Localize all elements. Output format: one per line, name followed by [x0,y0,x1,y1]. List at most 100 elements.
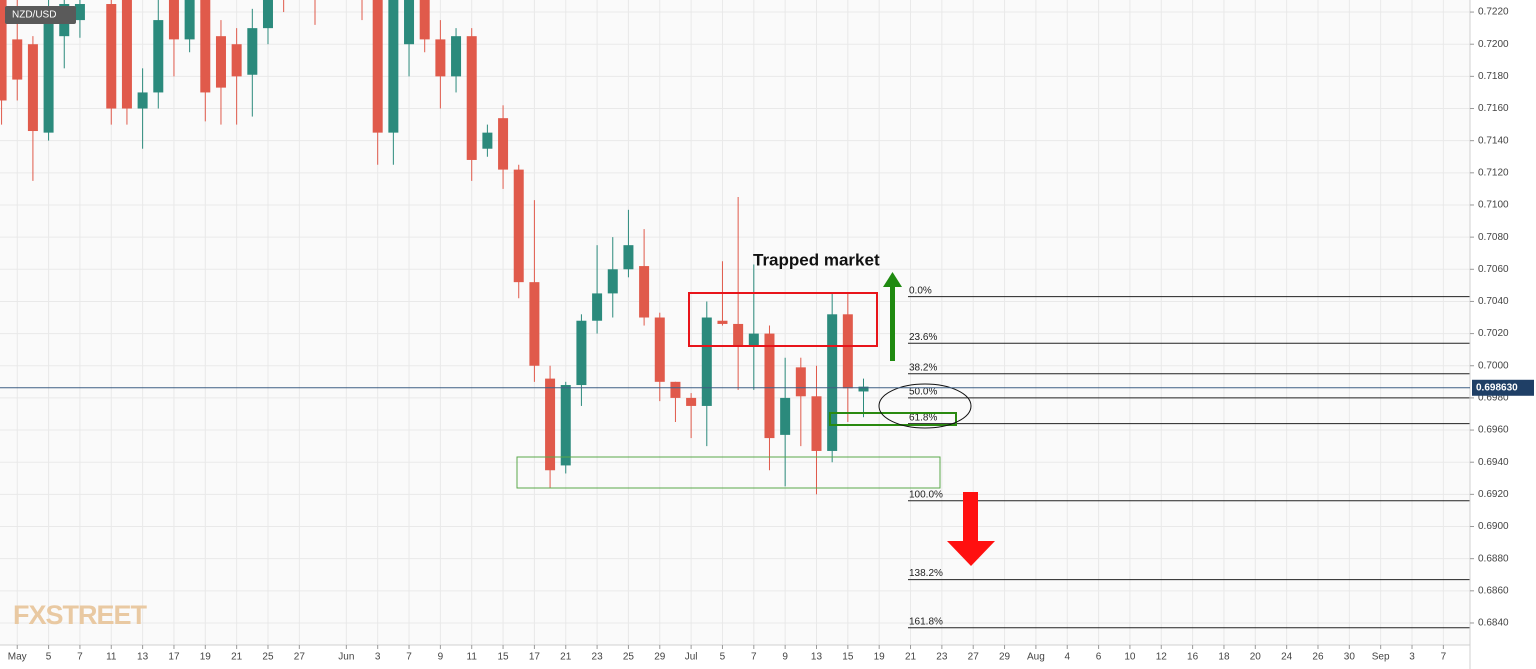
x-tick-label: 9 [782,652,788,663]
candle-body [372,0,383,133]
candle-body [780,397,791,435]
candle-body [858,386,869,392]
x-tick-label: Jun [338,652,354,663]
up-arrow-shaft [890,284,895,361]
x-tick-label: 29 [654,652,666,663]
x-tick-label: 24 [1281,652,1293,663]
candle-body [419,0,430,40]
x-tick-label: Aug [1027,652,1045,663]
candle-body [529,282,540,366]
candle-body [231,44,242,77]
x-tick-label: 15 [497,652,509,663]
candle-body [12,39,23,80]
candle-body [513,169,524,283]
candle-body [607,269,618,294]
fib-label: 100.0% [909,489,943,500]
candle-body [451,36,462,77]
candle-body [27,44,38,132]
x-tick-label: 21 [560,652,572,663]
y-tick-label: 0.6920 [1478,489,1509,500]
x-tick-label: 7 [406,652,412,663]
axes: 0.6840 0.6860 0.6880 0.6900 0.6920 0.6940 0.69… [0,7,1534,663]
y-tick-label: 0.7040 [1478,296,1509,307]
x-tick-label: 19 [874,652,886,663]
y-tick-label: 0.7200 [1478,39,1509,50]
candle-body [623,245,634,270]
x-tick-label: 3 [1409,652,1415,663]
candle-body [200,0,211,93]
annotations: Trapped market FXSTREET NZD/USD [5,6,995,630]
x-tick-label: 11 [106,652,117,663]
y-tick-label: 0.7140 [1478,135,1509,146]
candles [0,0,869,495]
x-tick-label: 27 [968,652,980,663]
x-tick-label: 9 [438,652,444,663]
candle-body [748,333,759,347]
x-tick-label: 12 [1156,652,1168,663]
x-tick-label: 13 [137,652,149,663]
x-tick-label: 25 [262,652,274,663]
candle-body [215,36,226,88]
x-tick-label: 15 [842,652,854,663]
x-tick-label: 27 [294,652,306,663]
fib-label: 23.6% [909,332,937,343]
candle-body [811,396,822,451]
down-arrow-shaft [963,492,978,542]
x-tick-label: 21 [905,652,917,663]
circle-mark [878,383,972,429]
y-tick-label: 0.7080 [1478,232,1509,243]
fib-label: 38.2% [909,362,937,373]
y-tick-label: 0.7000 [1478,360,1509,371]
x-tick-label: 17 [168,652,180,663]
watermark: FXSTREET [13,600,148,630]
candle-body [764,333,775,439]
candle-body [654,317,665,382]
symbol: NZD/USD [12,10,56,21]
x-tick-label: 18 [1218,652,1230,663]
y-tick-label: 0.6980 [1478,393,1509,404]
x-tick-label: 17 [529,652,541,663]
x-tick-label: 7 [1441,652,1447,663]
x-tick-label: May [8,652,27,663]
candle-body [74,4,85,21]
y-tick-label: 0.7220 [1478,7,1509,18]
x-tick-label: 30 [1344,652,1356,663]
y-tick-label: 0.6940 [1478,457,1509,468]
candle-body [576,320,587,386]
y-tick-label: 0.7120 [1478,167,1509,178]
range-box [688,292,878,347]
candle-body [466,36,477,160]
y-tick-label: 0.7060 [1478,264,1509,275]
last-price-label: 0.698630 [1476,382,1518,393]
candle-body [388,0,399,133]
last-price-box [1472,379,1534,396]
fib-label: 50.0% [909,387,937,398]
candle-body [435,39,446,77]
y-tick-label: 0.6840 [1478,618,1509,629]
candle-body [701,317,712,406]
x-tick-label: Sep [1372,652,1390,663]
plot-area [0,0,1470,645]
x-tick-label: 25 [623,652,635,663]
candle-body [0,0,7,101]
candle-body [842,314,853,389]
x-tick-label: 13 [811,652,823,663]
y-tick-label: 0.6860 [1478,585,1509,596]
x-tick-label: 29 [999,652,1011,663]
candle-body [639,266,650,318]
y-tick-label: 0.6880 [1478,553,1509,564]
candle-body [43,20,54,133]
candle-body [184,0,195,40]
candle-body [106,4,117,109]
candle-body [670,381,681,398]
candle-body [560,385,571,466]
symbol-badge [5,6,76,24]
y-tick-label: 0.6960 [1478,425,1509,436]
x-tick-label: 6 [1096,652,1102,663]
candle-body [733,323,744,347]
x-tick-label: 7 [77,652,83,663]
x-tick-label: Jul [685,652,698,663]
candle-body [827,314,838,451]
candle-body [137,92,148,109]
